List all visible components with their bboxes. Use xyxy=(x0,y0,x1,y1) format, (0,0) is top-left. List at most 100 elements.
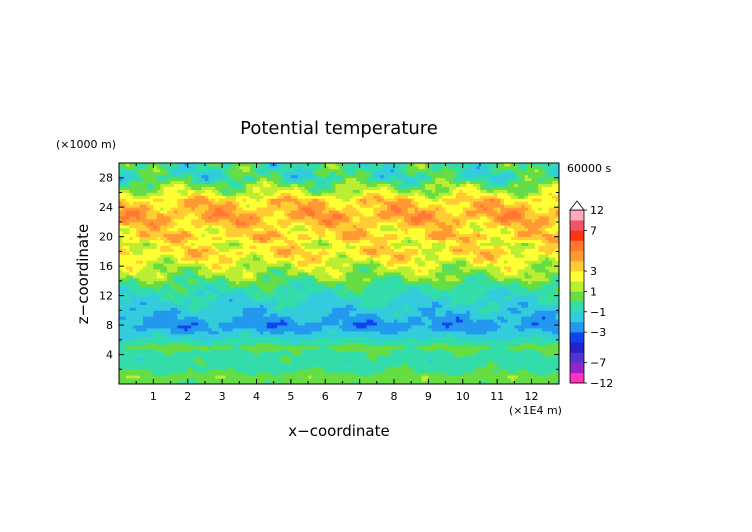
field-cell xyxy=(424,369,429,373)
field-cell xyxy=(235,381,240,385)
field-cell xyxy=(136,325,141,329)
field-cell xyxy=(208,333,213,338)
field-cell xyxy=(332,310,336,314)
field-cell xyxy=(497,372,501,376)
field-cell xyxy=(394,339,398,344)
field-cell xyxy=(232,342,237,347)
field-cell xyxy=(442,342,446,347)
field-cell xyxy=(235,269,240,273)
field-cell xyxy=(438,348,443,352)
field-cell xyxy=(366,301,371,305)
field-cell xyxy=(404,381,409,385)
field-cell xyxy=(242,363,247,367)
field-cell xyxy=(555,360,560,364)
field-cell xyxy=(552,274,556,279)
field-cell xyxy=(119,298,123,302)
field-cell xyxy=(163,313,168,317)
field-cell xyxy=(235,272,240,276)
field-cell xyxy=(394,272,398,276)
field-cell xyxy=(414,351,419,355)
field-cell xyxy=(449,378,453,382)
field-cell xyxy=(538,351,543,355)
field-cell xyxy=(249,342,254,347)
field-cell xyxy=(122,310,127,314)
field-cell xyxy=(215,372,220,376)
field-cell xyxy=(167,375,171,379)
field-cell xyxy=(390,333,395,338)
field-cell xyxy=(373,339,378,344)
field-cell xyxy=(534,330,539,335)
field-cell xyxy=(442,381,446,385)
field-cell xyxy=(383,378,388,382)
field-cell xyxy=(232,292,237,296)
field-cell xyxy=(363,283,367,288)
field-cell xyxy=(297,375,302,379)
field-cell xyxy=(194,319,199,323)
field-cell xyxy=(445,333,450,338)
field-cell xyxy=(194,336,199,341)
field-cell xyxy=(177,269,182,273)
field-cell xyxy=(449,269,453,273)
field-cell xyxy=(132,274,137,279)
field-cell xyxy=(256,328,261,332)
field-cell xyxy=(493,381,498,385)
field-cell xyxy=(204,375,209,379)
field-cell xyxy=(246,369,251,373)
field-cell xyxy=(149,289,154,294)
field-cell xyxy=(318,295,323,299)
field-cell xyxy=(342,339,347,344)
field-cell xyxy=(531,304,536,308)
field-cell xyxy=(246,378,251,382)
field-cell xyxy=(407,307,412,311)
field-cell xyxy=(380,325,385,329)
field-cell xyxy=(531,316,536,320)
field-cell xyxy=(246,316,251,320)
field-cell xyxy=(548,289,553,294)
field-cell xyxy=(304,307,309,311)
field-cell xyxy=(160,342,165,347)
field-cell xyxy=(366,372,371,376)
field-cell xyxy=(211,269,216,273)
field-cell xyxy=(363,357,367,361)
field-cell xyxy=(442,310,446,314)
field-cell xyxy=(284,378,288,382)
field-cell xyxy=(534,286,539,291)
field-cell xyxy=(180,366,185,370)
field-cell xyxy=(273,348,278,352)
field-cell xyxy=(204,269,209,273)
field-cell xyxy=(376,304,381,308)
field-cell xyxy=(483,375,488,379)
field-cell xyxy=(376,295,381,299)
field-cell xyxy=(211,283,216,288)
field-cell xyxy=(524,357,529,361)
field-cell xyxy=(466,336,471,341)
field-cell xyxy=(204,351,209,355)
field-cell xyxy=(146,319,151,323)
field-cell xyxy=(242,298,247,302)
field-cell xyxy=(545,307,550,311)
field-cell xyxy=(418,336,422,341)
field-cell xyxy=(225,298,230,302)
field-cell xyxy=(301,269,306,273)
field-cell xyxy=(266,378,271,382)
field-cell xyxy=(139,369,144,373)
field-cell xyxy=(259,333,264,338)
field-cell xyxy=(462,381,467,385)
field-cell xyxy=(211,286,216,291)
field-cell xyxy=(462,372,467,376)
field-cell xyxy=(119,333,123,338)
field-cell xyxy=(462,325,467,329)
field-cell xyxy=(156,342,161,347)
field-cell xyxy=(531,339,536,344)
field-cell xyxy=(356,339,361,344)
field-cell xyxy=(246,319,251,323)
field-cell xyxy=(521,292,526,296)
field-cell xyxy=(198,316,202,320)
field-cell xyxy=(174,328,178,332)
field-cell xyxy=(473,295,477,299)
field-cell xyxy=(280,345,285,350)
field-cell xyxy=(528,348,532,352)
field-cell xyxy=(280,295,285,299)
field-cell xyxy=(545,378,550,382)
field-cell xyxy=(466,328,471,332)
